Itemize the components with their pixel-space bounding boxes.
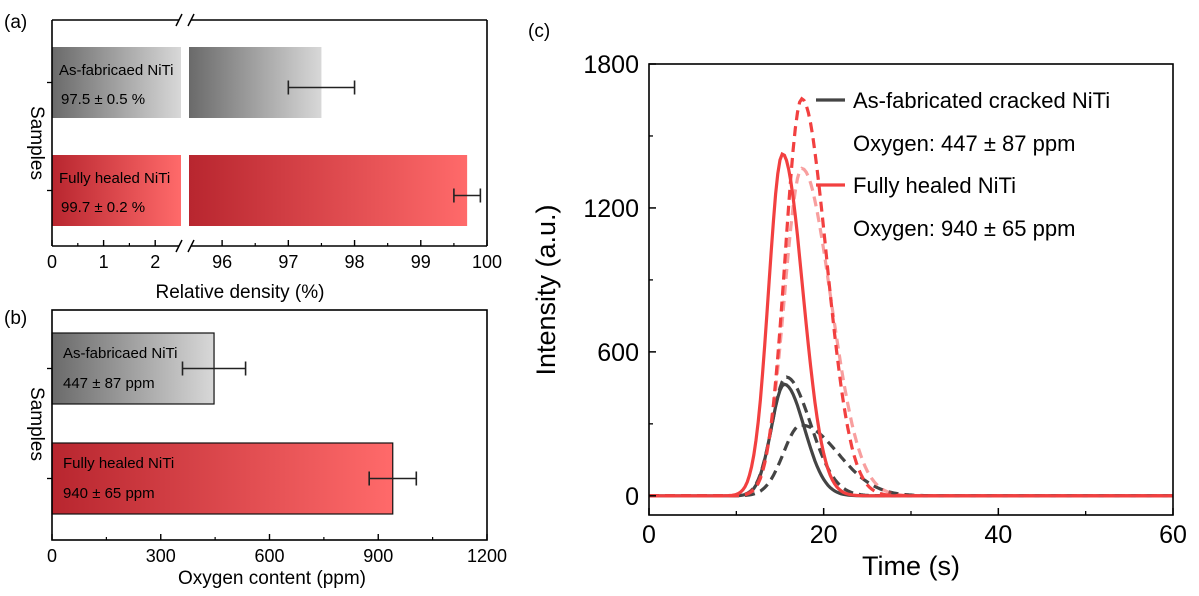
series-line: [649, 423, 1173, 498]
series-line: [649, 375, 1173, 498]
bar: [189, 47, 322, 118]
y-tick-label: 600: [597, 339, 639, 367]
x-axis-label-a: Relative density (%): [156, 282, 325, 303]
y-tick-label: 1200: [583, 195, 639, 223]
x-tick-label: 0: [47, 252, 57, 272]
panel-label-b: (b): [4, 308, 27, 329]
bar-segment-left: [52, 155, 181, 226]
y-tick-label: 1800: [583, 51, 639, 79]
bar-value-label: 940 ± 65 ppm: [63, 485, 155, 502]
x-axis-label-c: Time (s): [862, 551, 960, 581]
axis-break-mark: [187, 239, 195, 253]
y-axis-label-a: Samples: [26, 106, 47, 180]
panel-b-plot: As-fabricaed NiTi 447 ± 87 ppm Fully heale…: [47, 309, 507, 566]
x-tick-label: 1: [99, 252, 109, 272]
series-line: [649, 151, 1173, 498]
panel-a: (a) As-fabricaed NiTi 97.5 ± 0.5 % Fully h…: [4, 12, 502, 303]
legend: As-fabricated cracked NiTi Oxygen: 447 ± …: [816, 88, 1110, 241]
x-tick-label: 2: [150, 252, 160, 272]
series-line: [649, 166, 1173, 498]
x-tick-label: 1200: [467, 546, 507, 566]
bar-value-label: 97.5 ± 0.5 %: [61, 91, 145, 108]
legend-label: As-fabricated cracked NiTi: [853, 88, 1110, 113]
series-line: [649, 96, 1173, 498]
bar-category-label: As-fabricaed NiTi: [59, 62, 173, 79]
bar: [189, 155, 468, 226]
axis-break-mark: [187, 13, 195, 27]
bar-category-label: As-fabricaed NiTi: [63, 345, 177, 362]
axis-break-mark: [175, 239, 183, 253]
bar-value-label: 447 ± 87 ppm: [63, 375, 155, 392]
x-tick-label: 60: [1159, 521, 1187, 549]
bar-segment-left: [52, 47, 181, 118]
x-axis-label-b: Oxygen content (ppm): [178, 568, 366, 589]
x-tick-label: 100: [472, 252, 502, 272]
axis-break-mark: [175, 13, 183, 27]
x-tick-label: 0: [642, 521, 656, 549]
y-tick-label: 0: [625, 483, 639, 511]
bar-category-label: Fully healed NiTi: [59, 170, 170, 187]
bar-value-label: 99.7 ± 0.2 %: [61, 199, 145, 216]
legend-sublabel: Oxygen: 447 ± 87 ppm: [853, 131, 1075, 156]
x-tick-label: 98: [345, 252, 365, 272]
x-tick-label: 99: [411, 252, 431, 272]
legend-label: Fully healed NiTi: [853, 173, 1016, 198]
x-tick-label: 300: [146, 546, 176, 566]
legend-sublabel: Oxygen: 940 ± 65 ppm: [853, 216, 1075, 241]
x-tick-label: 20: [810, 521, 838, 549]
panel-a-plot: As-fabricaed NiTi 97.5 ± 0.5 % Fully heale…: [47, 13, 502, 272]
x-tick-label: 0: [47, 546, 57, 566]
series-group: [649, 96, 1173, 498]
y-axis-label-b: Samples: [26, 387, 47, 461]
x-tick-label: 96: [212, 252, 232, 272]
x-tick-label: 600: [254, 546, 284, 566]
x-tick-label: 97: [278, 252, 298, 272]
panel-b: (b) As-fabricaed NiTi 447 ± 87 ppm Fully h…: [4, 308, 507, 589]
bar-category-label: Fully healed NiTi: [63, 455, 174, 472]
y-axis-label-c: Intensity (a.u.): [531, 204, 561, 375]
series-line: [649, 382, 1173, 498]
bar: [51, 442, 394, 515]
panel-label-a: (a): [4, 12, 27, 33]
x-tick-label: 900: [363, 546, 393, 566]
panel-label-c: (c): [528, 21, 550, 42]
x-tick-label: 40: [984, 521, 1012, 549]
